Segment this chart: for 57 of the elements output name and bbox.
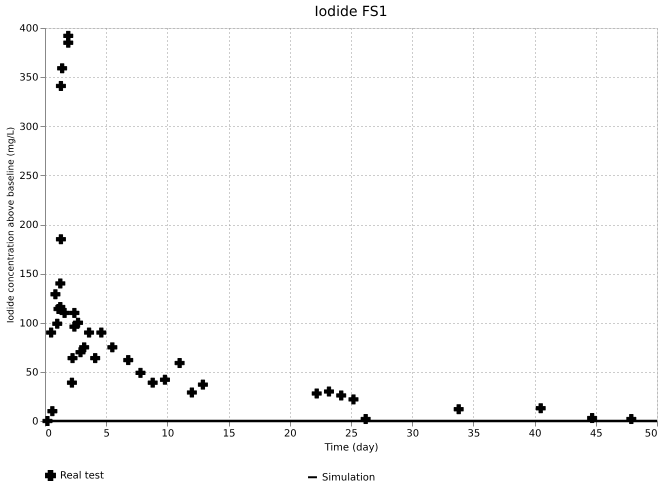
y-axis-title: Iodide concentration above baseline (mg/L) [6,126,16,324]
point [50,289,60,300]
y-tick-label: 150 [19,269,38,280]
x-tick-label: 20 [284,428,297,440]
point [174,358,185,368]
point [79,342,90,352]
point [52,318,62,329]
y-tick-label: 250 [19,170,38,182]
y-tick-label: 400 [19,24,38,34]
x-tick-label: 50 [644,428,658,440]
point [348,394,358,404]
point [73,318,84,328]
y-tick-label: 100 [19,318,38,330]
point [135,368,146,378]
point [96,328,106,338]
point [148,378,158,388]
legend-label: Real test [60,470,104,482]
x-tick-label: 10 [162,428,174,440]
legend-label: Simulation [322,472,376,484]
point [336,390,346,400]
x-tick-label: 0 [46,428,52,440]
x-tick-label: 40 [528,428,542,440]
x-axis-title: Time (day) [324,442,379,454]
point [186,388,197,398]
point [324,386,334,397]
point [90,353,100,364]
point [57,63,68,74]
x-tick-label: 45 [590,428,603,440]
point [56,234,66,244]
point [107,342,118,352]
point [55,278,66,288]
x-tick-label: 5 [104,428,110,440]
point [68,353,78,364]
y-tick-label: 50 [26,367,38,378]
point [454,404,464,414]
point [160,374,170,385]
y-tick-label: 0 [32,416,38,428]
point [63,38,74,48]
point [536,403,546,414]
point [46,328,56,338]
point [47,406,58,416]
point [84,328,94,338]
point [66,378,77,388]
y-tick-label: 300 [19,122,38,133]
y-tick-label: 350 [19,72,38,84]
chart-title: Iodide FS1 [314,4,388,20]
x-tick-label: 15 [222,428,236,440]
point [60,308,70,318]
point [69,308,80,318]
point [312,388,322,398]
point [56,80,66,91]
x-tick-label: 25 [345,428,358,440]
point [123,355,134,366]
point [198,380,208,390]
x-tick-label: 30 [406,428,420,440]
x-tick-label: 35 [468,428,480,440]
y-tick-label: 200 [19,220,38,231]
